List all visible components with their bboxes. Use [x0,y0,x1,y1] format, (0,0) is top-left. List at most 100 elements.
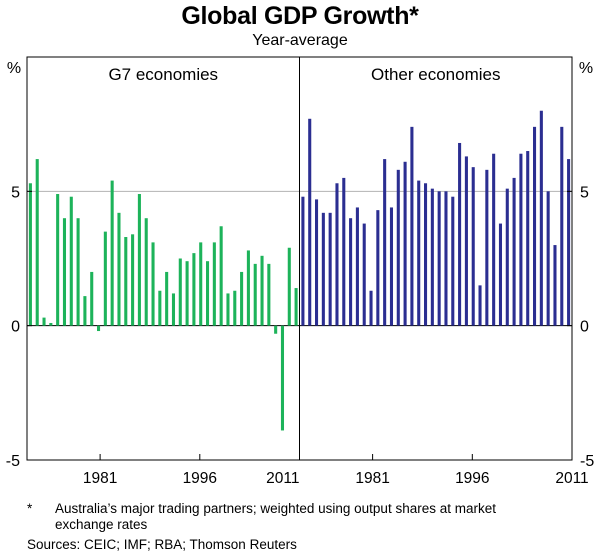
x-tick-label-1-2: 2011 [555,470,588,487]
bar-other-4 [328,212,332,326]
bar-other-19 [430,188,434,326]
bar-g7-28 [219,226,223,326]
bar-g7-7 [76,218,80,326]
y-tick-left--5: -5 [6,453,20,470]
bar-g7-6 [69,196,73,326]
bar-g7-24 [192,253,196,326]
bar-g7-31 [240,271,244,326]
bar-other-7 [349,218,353,326]
bar-other-33 [526,151,530,326]
x-tick-label-1-1: 1996 [455,470,489,487]
bar-other-8 [355,207,359,326]
bar-other-0 [301,196,305,326]
bar-g7-8 [83,296,87,326]
panel-label-g7: G7 economies [108,65,218,84]
bar-g7-29 [226,293,230,326]
bar-other-3 [321,212,325,326]
bar-other-16 [410,126,414,326]
bar-g7-35 [267,263,271,326]
bar-g7-32 [246,250,250,326]
bar-other-34 [533,126,537,326]
bar-g7-10 [97,325,101,332]
bar-g7-0 [28,183,32,326]
bar-g7-5 [62,218,67,326]
y-tick-left-5: 5 [11,184,20,201]
bar-other-10 [369,290,373,326]
bar-g7-15 [131,234,135,326]
x-tick-label-1-0: 1981 [355,470,389,487]
bar-g7-30 [233,290,237,326]
bar-other-13 [389,207,394,326]
bar-other-11 [376,210,380,326]
chart-title: Global GDP Growth* [181,2,419,30]
x-tick-label-0-2: 2011 [266,470,299,487]
sources-note: Sources: CEIC; IMF; RBA; Thomson Reuters [27,537,297,552]
bar-g7-1 [35,159,39,326]
bar-g7-16 [137,194,141,326]
y-unit-left: % [7,60,21,77]
x-tick-label-0-0: 1981 [83,470,117,487]
footnote-text: Australia’s major trading partners; weig… [55,501,496,532]
panel-label-other: Other economies [371,65,500,84]
bar-other-31 [512,177,516,326]
bar-other-23 [458,142,462,326]
bar-other-6 [342,177,346,326]
bar-other-35 [539,110,543,326]
bar-g7-23 [185,261,189,326]
bar-g7-33 [253,263,257,326]
bar-other-22 [451,196,455,326]
bar-other-21 [444,191,448,326]
bar-g7-17 [144,218,148,326]
bar-g7-21 [171,293,176,326]
bar-g7-11 [103,231,107,326]
y-unit-right: % [579,60,593,77]
bar-g7-4 [56,194,60,326]
bar-other-39 [567,159,571,326]
bar-g7-25 [199,242,203,326]
y-tick-right-0: 0 [580,319,589,336]
bar-g7-2 [42,317,46,326]
bar-g7-3 [49,322,53,326]
bar-other-15 [403,161,407,326]
bar-other-17 [417,180,421,326]
bar-other-1 [308,118,312,326]
bar-g7-26 [206,261,210,326]
bar-other-18 [424,183,428,326]
bar-other-26 [478,285,482,326]
x-tick-label-0-1: 1996 [183,470,217,487]
bar-g7-22 [178,258,182,326]
bar-other-32 [519,153,523,326]
footnote-marker: * [27,501,33,516]
y-tick-left-0: 0 [11,319,20,336]
bar-other-12 [383,159,387,326]
bar-other-28 [492,153,496,326]
bar-other-37 [553,245,557,326]
bar-g7-20 [165,271,169,326]
bar-other-30 [505,188,509,326]
bar-other-27 [485,169,489,326]
bar-other-9 [362,223,366,326]
bar-g7-13 [117,212,121,326]
bar-other-36 [546,191,550,326]
bar-g7-27 [212,242,216,326]
bar-g7-36 [274,325,278,334]
bar-other-14 [396,169,400,326]
chart-subtitle: Year-average [252,32,348,49]
bar-g7-12 [110,180,114,326]
bar-other-2 [315,199,319,326]
bar-g7-38 [287,247,291,326]
bar-g7-14 [124,237,128,326]
y-tick-right--5: -5 [580,453,594,470]
bar-other-25 [471,167,475,326]
bar-other-5 [335,183,339,326]
bar-g7-34 [260,255,264,326]
bar-other-24 [464,156,468,326]
bar-other-20 [437,191,441,326]
bar-g7-37 [280,325,285,431]
bar-g7-18 [151,242,155,326]
bar-g7-39 [294,288,298,326]
bar-g7-9 [90,271,94,326]
bar-other-38 [560,126,564,326]
bar-other-29 [498,223,503,326]
y-tick-right-5: 5 [580,184,589,201]
